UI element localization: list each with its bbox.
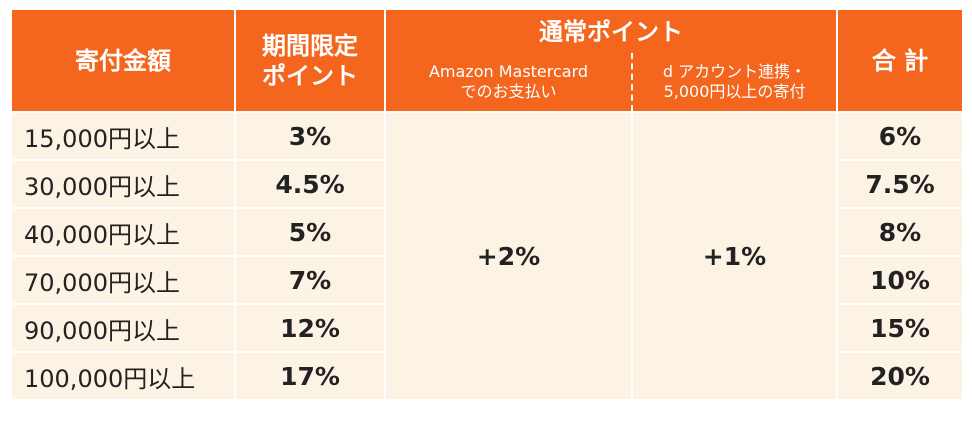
limited-rate: 4.5% [234, 159, 386, 209]
limited-rate: 12% [234, 303, 386, 353]
total-rate: 6% [836, 111, 964, 161]
header-line: でのお支払い [460, 82, 557, 101]
limited-rate: 7% [234, 255, 386, 305]
header-amazon: Amazon Mastercard でのお支払い [384, 53, 632, 113]
header-line: d アカウント連携・ [662, 62, 807, 81]
header-regular: 通常ポイント [384, 8, 838, 53]
daccount-bonus: +1% [631, 111, 838, 401]
amount: 90,000円以上 [10, 303, 236, 353]
header-amount: 寄付金額 [10, 8, 236, 113]
header-daccount: d アカウント連携・ 5,000円以上の寄付 [631, 53, 838, 113]
limited-rate: 17% [234, 351, 386, 401]
amazon-bonus: +2% [384, 111, 633, 401]
total-rate: 8% [836, 207, 964, 257]
header-line: 5,000円以上の寄付 [663, 82, 806, 101]
amount: 40,000円以上 [10, 207, 236, 257]
points-table: 寄付金額 期間限定 ポイント 通常ポイント 合 計 Amazon Masterca… [10, 8, 964, 401]
header-line: Amazon Mastercard [428, 62, 589, 81]
header-limited: 期間限定 ポイント [234, 8, 386, 113]
total-rate: 15% [836, 303, 964, 353]
total-rate: 7.5% [836, 159, 964, 209]
header-line: 期間限定 [262, 31, 358, 60]
header-line: ポイント [262, 61, 358, 90]
limited-rate: 3% [234, 111, 386, 161]
limited-rate: 5% [234, 207, 386, 257]
amount: 15,000円以上 [10, 111, 236, 161]
amount: 70,000円以上 [10, 255, 236, 305]
amount: 100,000円以上 [10, 351, 236, 401]
amount: 30,000円以上 [10, 159, 236, 209]
total-rate: 20% [836, 351, 964, 401]
header-total: 合 計 [836, 8, 964, 113]
total-rate: 10% [836, 255, 964, 305]
